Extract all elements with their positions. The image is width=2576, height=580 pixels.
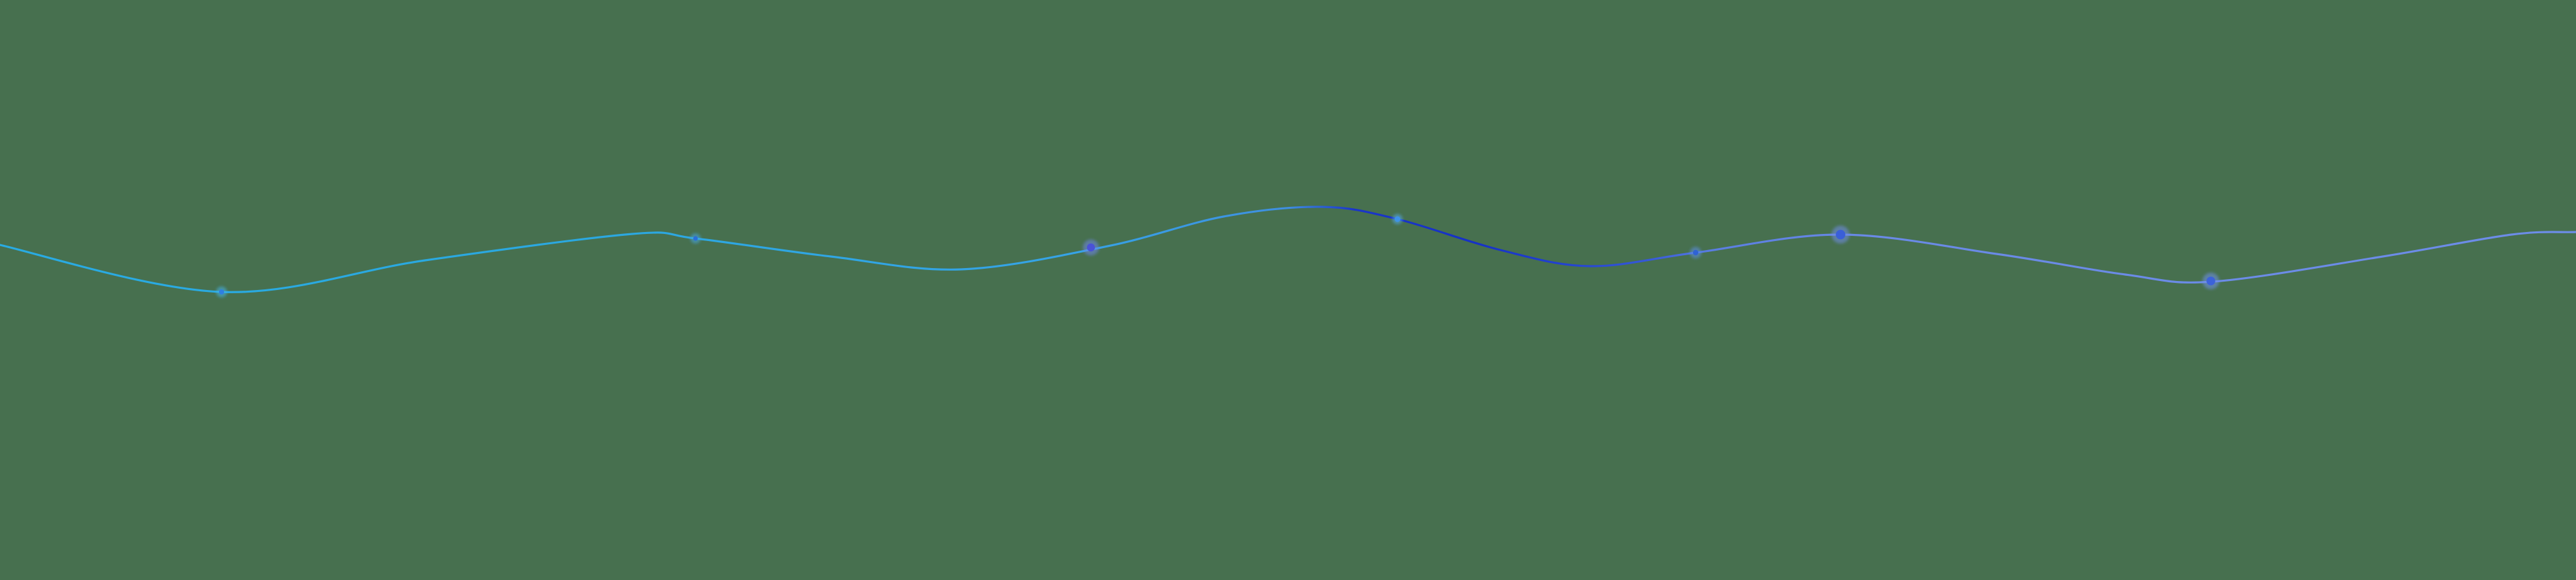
data-point-dot[interactable] (219, 289, 224, 295)
data-point-5[interactable] (1690, 247, 1701, 258)
data-point-6[interactable] (1832, 226, 1850, 244)
data-point-dot[interactable] (1086, 243, 1095, 252)
data-point-dot[interactable] (1394, 216, 1401, 222)
data-point-dot[interactable] (2206, 276, 2215, 285)
data-point-7[interactable] (2202, 273, 2219, 289)
data-point-3[interactable] (1083, 239, 1099, 256)
data-point-markers-group (216, 214, 2219, 298)
data-point-dot[interactable] (693, 236, 698, 241)
data-point-2[interactable] (690, 233, 701, 244)
data-point-dot[interactable] (1835, 229, 1846, 240)
data-point-dot[interactable] (1692, 249, 1699, 256)
data-point-4[interactable] (1392, 214, 1403, 224)
data-point-1[interactable] (216, 286, 227, 298)
